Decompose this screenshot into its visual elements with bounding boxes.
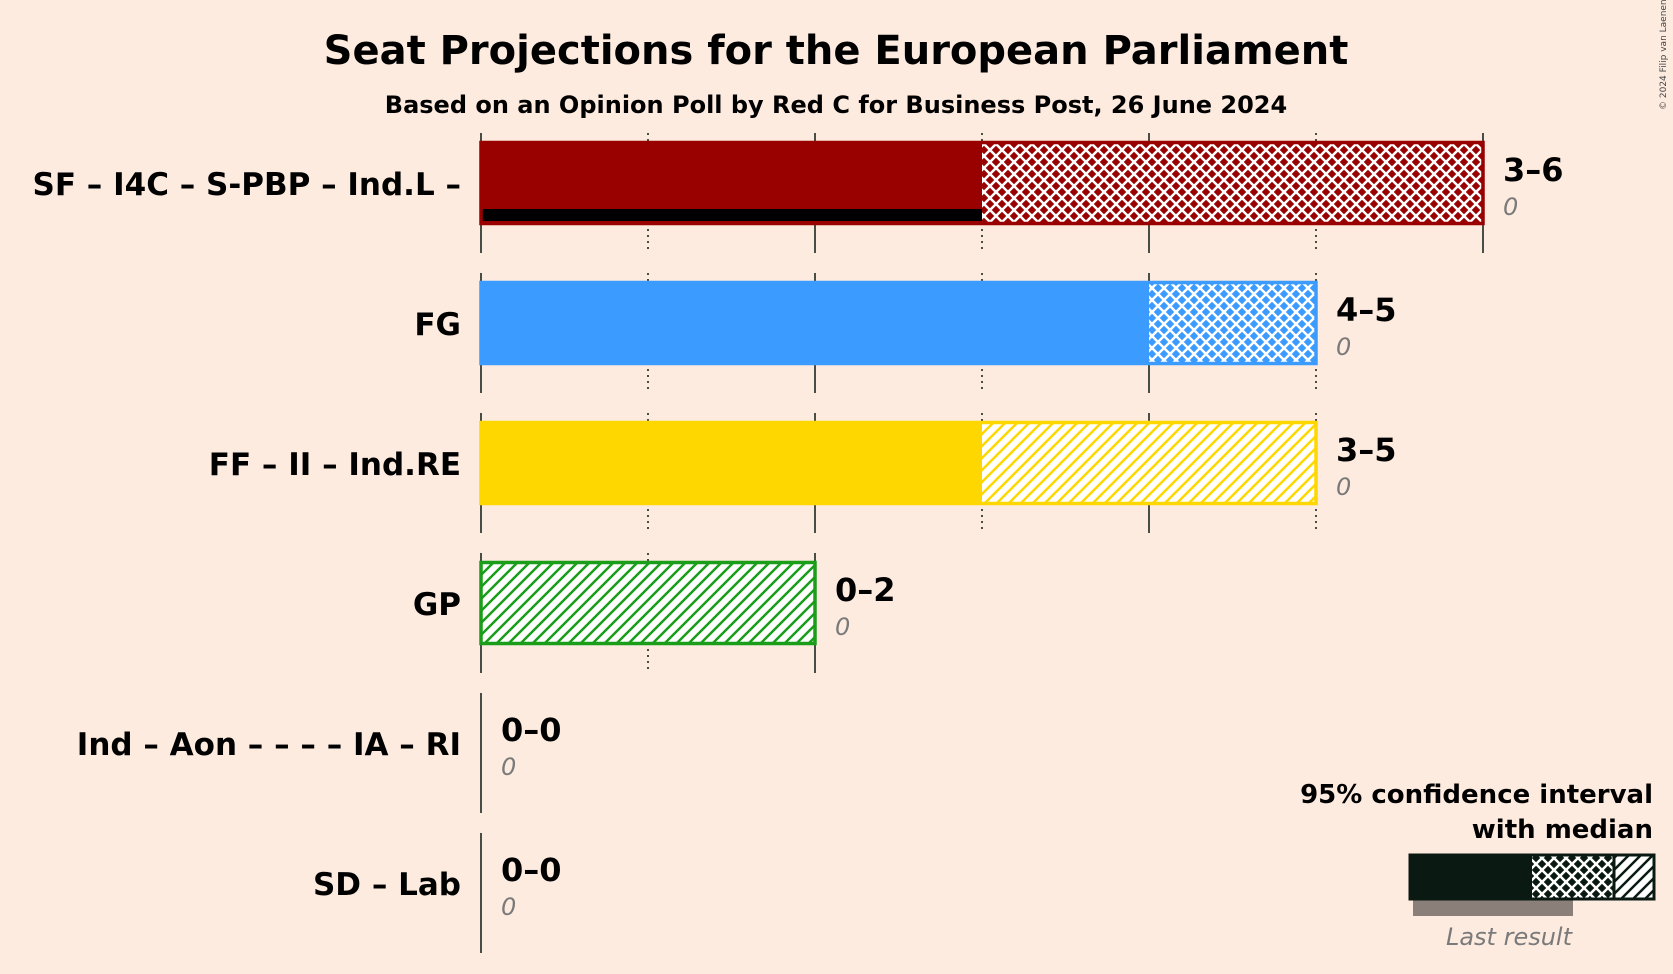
legend-outline bbox=[1408, 853, 1656, 901]
legend: 95% confidence interval with median Last… bbox=[1300, 780, 1656, 951]
legend-line1: 95% confidence interval bbox=[1300, 780, 1653, 810]
chart-title: Seat Projections for the European Parlia… bbox=[324, 28, 1349, 74]
bar-interval-2 bbox=[982, 422, 1316, 504]
bar-outline-2 bbox=[479, 420, 1318, 506]
range-label: 3–6 bbox=[1503, 151, 1564, 189]
copyright-text: © 2024 Filip van Laenen bbox=[1659, 0, 1669, 110]
category-label: SF – I4C – S-PBP – Ind.L – bbox=[33, 167, 462, 203]
range-label: 3–5 bbox=[1336, 431, 1397, 469]
chart-subtitle: Based on an Opinion Poll by Red C for Bu… bbox=[385, 91, 1287, 119]
bar-median-1 bbox=[481, 281, 1149, 365]
last-result-label: 0 bbox=[835, 613, 850, 641]
category-label: Ind – Aon – – – – IA – RI bbox=[77, 727, 461, 763]
gridlines bbox=[480, 133, 1484, 953]
legend-median-block bbox=[1410, 855, 1532, 899]
bar-outline-0 bbox=[479, 140, 1485, 226]
last-result-label: 0 bbox=[1503, 193, 1518, 221]
last-result-label: 0 bbox=[501, 753, 516, 781]
bars-group bbox=[479, 140, 1485, 646]
legend-hatch-pattern bbox=[1614, 855, 1654, 899]
last-result-label: 0 bbox=[1336, 333, 1351, 361]
bar-interval-3 bbox=[481, 562, 815, 644]
bar-interval-1 bbox=[1149, 282, 1316, 364]
legend-line2: with median bbox=[1472, 815, 1653, 845]
bar-last-result-0 bbox=[481, 209, 982, 221]
range-label: 0–2 bbox=[835, 571, 896, 609]
range-label: 0–0 bbox=[501, 711, 562, 749]
category-label: FG bbox=[414, 307, 461, 343]
range-label: 0–0 bbox=[501, 851, 562, 889]
legend-last-result-label: Last result bbox=[1446, 923, 1574, 951]
bar-outline-3 bbox=[479, 560, 817, 646]
category-label: FF – II – Ind.RE bbox=[209, 447, 461, 483]
category-label: SD – Lab bbox=[313, 867, 461, 903]
labels-group: SF – I4C – S-PBP – Ind.L – 3–6 0 FG 4–5 0 FF –… bbox=[33, 151, 1564, 921]
legend-crosshatch-pattern bbox=[1532, 855, 1614, 899]
bar-median-2 bbox=[481, 421, 982, 505]
last-result-label: 0 bbox=[501, 893, 516, 921]
category-label: GP bbox=[413, 587, 461, 623]
range-label: 4–5 bbox=[1336, 291, 1397, 329]
bar-outline-1 bbox=[479, 280, 1318, 366]
last-result-label: 0 bbox=[1336, 473, 1351, 501]
bar-interval-0 bbox=[982, 142, 1483, 224]
